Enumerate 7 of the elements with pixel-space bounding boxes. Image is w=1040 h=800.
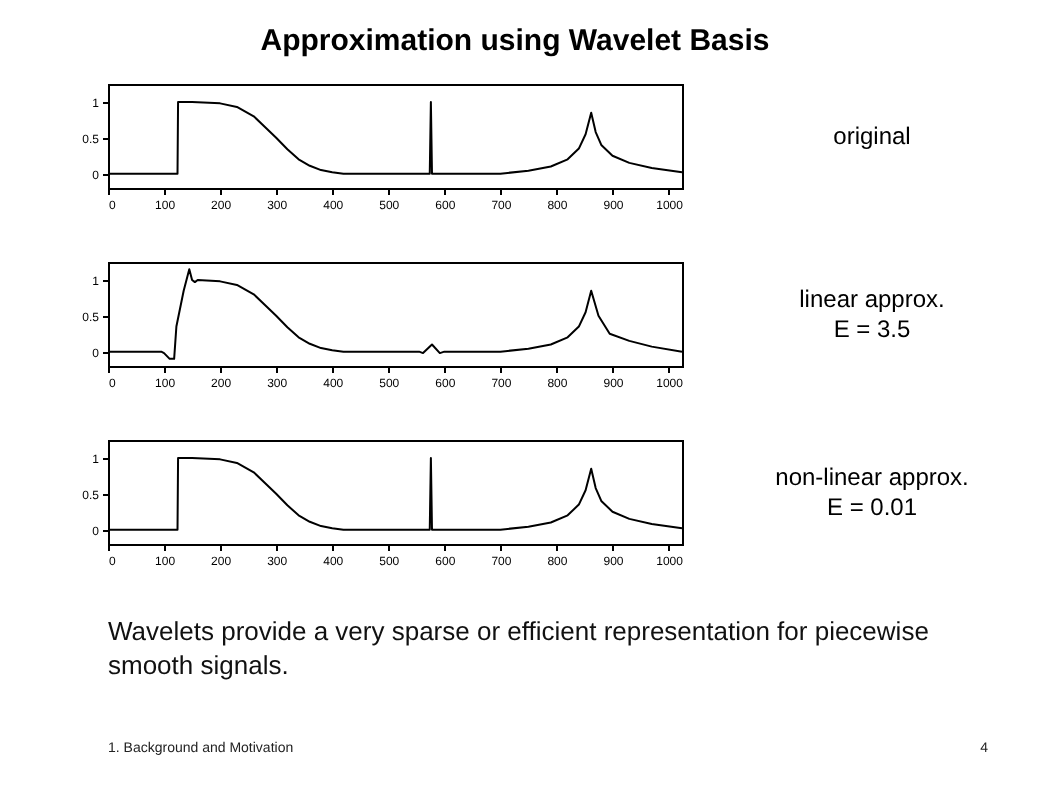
text: E = 3.5 [833, 315, 911, 343]
text: E = 0.01 [826, 493, 918, 521]
text: linear approx. [799, 285, 945, 313]
text: original [833, 122, 911, 150]
chart-title: Approximation using Wavelet Basis [260, 24, 770, 58]
text: Wavelets provide a very sparse or efficient representation for piecewise smooth signals. [108, 616, 929, 680]
text: non-linear approx. [775, 463, 969, 491]
